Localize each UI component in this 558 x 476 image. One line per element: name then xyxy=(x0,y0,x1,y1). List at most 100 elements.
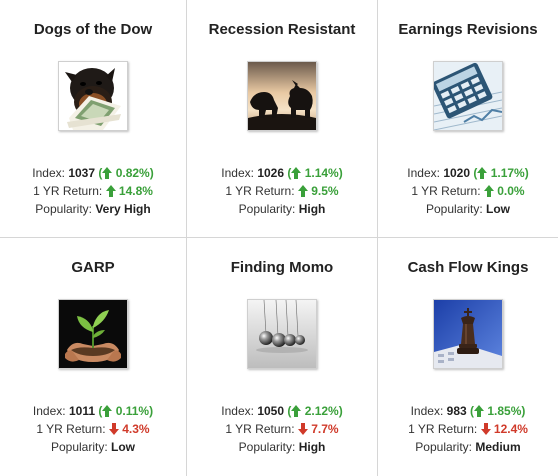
index-change: ( 1.14%) xyxy=(287,166,343,180)
index-line: Index: 983 ( 1.85%) xyxy=(378,402,558,420)
card-stats: Index: 983 ( 1.85%) 1 YR Return: 12.4% P… xyxy=(378,402,558,456)
popularity-line: Popularity: Medium xyxy=(378,438,558,456)
index-change: ( 0.11%) xyxy=(98,404,154,418)
popularity-label: Popularity: xyxy=(35,202,92,216)
index-value: 1037 xyxy=(68,166,96,180)
popularity-value: Low xyxy=(111,440,136,454)
card-stats: Index: 1050 ( 2.12%) 1 YR Return: 7.7% P… xyxy=(187,402,377,456)
index-line: Index: 1050 ( 2.12%) xyxy=(187,402,377,420)
return-label: 1 YR Return: xyxy=(225,184,295,198)
index-value: 1011 xyxy=(68,404,96,418)
popularity-line: Popularity: Low xyxy=(0,438,186,456)
index-change-value: 1.14% xyxy=(304,166,339,180)
return-line: 1 YR Return: 12.4% xyxy=(378,420,558,438)
return-line: 1 YR Return: 9.5% xyxy=(187,182,377,200)
card-title[interactable]: Cash Flow Kings xyxy=(407,259,529,276)
screen-card[interactable]: Recession Resistant xyxy=(187,0,378,238)
arrow-up-icon xyxy=(297,185,308,197)
arrow-up-icon xyxy=(105,185,116,197)
return-value: 9.5% xyxy=(311,184,339,198)
card-stats: Index: 1026 ( 1.14%) 1 YR Return: 9.5% P… xyxy=(187,164,377,218)
popularity-value: Medium xyxy=(475,440,521,454)
return-value: 4.3% xyxy=(122,422,150,436)
bull-and-bear-silhouette-icon[interactable] xyxy=(247,61,317,131)
popularity-label: Popularity: xyxy=(425,202,483,216)
return-label: 1 YR Return: xyxy=(408,422,478,436)
index-value: 1020 xyxy=(443,166,471,180)
return-label: 1 YR Return: xyxy=(36,422,106,436)
index-change-value: 1.85% xyxy=(487,404,522,418)
popularity-label: Popularity: xyxy=(238,202,296,216)
card-title[interactable]: Dogs of the Dow xyxy=(33,21,153,38)
card-title[interactable]: Recession Resistant xyxy=(208,21,356,38)
arrow-up-icon xyxy=(483,185,494,197)
screen-card[interactable]: Cash Flow Kings xyxy=(378,238,558,476)
chess-king-icon[interactable] xyxy=(433,299,503,369)
return-line: 1 YR Return: 0.0% xyxy=(378,182,558,200)
arrow-down-icon xyxy=(480,423,491,435)
index-label: Index: xyxy=(221,404,254,418)
card-title[interactable]: GARP xyxy=(71,259,115,276)
card-title[interactable]: Finding Momo xyxy=(230,259,334,276)
return-line: 1 YR Return: 4.3% xyxy=(0,420,186,438)
index-line: Index: 1037 ( 0.82%) xyxy=(0,164,186,182)
index-change-value: 1.17% xyxy=(490,166,525,180)
index-label: Index: xyxy=(32,166,65,180)
index-change: ( 1.17%) xyxy=(473,166,529,180)
index-line: Index: 1026 ( 1.14%) xyxy=(187,164,377,182)
arrow-up-icon xyxy=(102,167,113,179)
return-value: 14.8% xyxy=(118,184,153,198)
popularity-line: Popularity: Low xyxy=(378,200,558,218)
popularity-value: Very High xyxy=(95,202,151,216)
index-value: 1026 xyxy=(257,166,285,180)
index-label: Index: xyxy=(32,404,66,418)
arrow-up-icon xyxy=(474,405,485,417)
popularity-value: High xyxy=(298,440,326,454)
calculator-and-chart-icon[interactable] xyxy=(433,61,503,131)
card-stats: Index: 1020 ( 1.17%) 1 YR Return: 0.0% P… xyxy=(378,164,558,218)
popularity-label: Popularity: xyxy=(415,440,472,454)
popularity-label: Popularity: xyxy=(50,440,108,454)
return-line: 1 YR Return: 7.7% xyxy=(187,420,377,438)
index-change-value: 0.11% xyxy=(115,404,150,418)
index-label: Index: xyxy=(407,166,440,180)
popularity-line: Popularity: Very High xyxy=(0,200,186,218)
index-label: Index: xyxy=(410,404,444,418)
return-line: 1 YR Return: 14.8% xyxy=(0,182,186,200)
arrow-up-icon xyxy=(477,167,488,179)
index-value: 983 xyxy=(446,404,467,418)
card-title[interactable]: Earnings Revisions xyxy=(398,21,538,38)
return-label: 1 YR Return: xyxy=(411,184,481,198)
index-label: Index: xyxy=(221,166,254,180)
popularity-value: High xyxy=(298,202,326,216)
card-stats: Index: 1037 ( 0.82%) 1 YR Return: 14.8% … xyxy=(0,164,186,218)
arrow-down-icon xyxy=(108,423,119,435)
screen-card[interactable]: GARP Index: 1011 ( 0.11%) 1 YR Return xyxy=(0,238,187,476)
return-value: 12.4% xyxy=(493,422,528,436)
screen-card[interactable]: Finding Momo xyxy=(187,238,378,476)
index-change: ( 0.82%) xyxy=(98,166,154,180)
return-value: 0.0% xyxy=(497,184,525,198)
index-value: 1050 xyxy=(257,404,285,418)
return-label: 1 YR Return: xyxy=(225,422,295,436)
index-line: Index: 1020 ( 1.17%) xyxy=(378,164,558,182)
popularity-line: Popularity: High xyxy=(187,200,377,218)
card-stats: Index: 1011 ( 0.11%) 1 YR Return: 4.3% P… xyxy=(0,402,186,456)
return-value: 7.7% xyxy=(311,422,339,436)
arrow-up-icon xyxy=(102,405,113,417)
arrow-down-icon xyxy=(297,423,308,435)
hands-holding-seedling-icon[interactable] xyxy=(58,299,128,369)
newtons-cradle-icon[interactable] xyxy=(247,299,317,369)
index-change-value: 2.12% xyxy=(304,404,339,418)
popularity-label: Popularity: xyxy=(238,440,296,454)
index-change: ( 2.12%) xyxy=(287,404,343,418)
screen-card[interactable]: Earnings Revisions xyxy=(378,0,558,238)
rottweiler-with-cash-icon[interactable] xyxy=(58,61,128,131)
arrow-up-icon xyxy=(291,405,302,417)
popularity-line: Popularity: High xyxy=(187,438,377,456)
index-change: ( 1.85%) xyxy=(470,404,526,418)
screen-card[interactable]: Dogs of the Dow Index: 1037 xyxy=(0,0,187,238)
index-change-value: 0.82% xyxy=(115,166,150,180)
arrow-up-icon xyxy=(291,167,302,179)
